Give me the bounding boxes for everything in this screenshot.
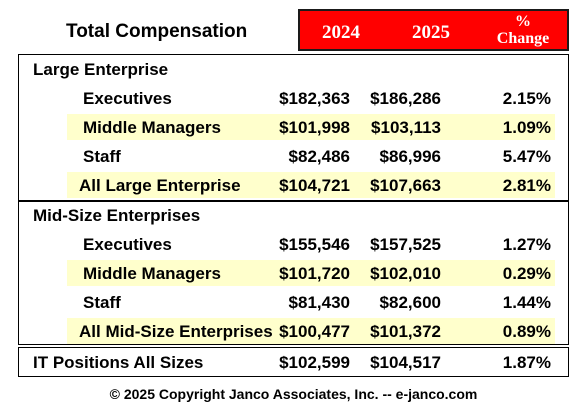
section-total: IT Positions All Sizes $102,599 $104,517… [18,347,569,377]
value-2024: $82,486 [288,147,350,166]
value-2025: $101,372 [370,322,441,341]
value-change: 1.27% [502,235,551,254]
row-label: Staff [83,293,121,312]
value-change: 2.81% [502,176,551,195]
value-2025: $186,286 [370,89,441,108]
value-change: 5.47% [502,147,551,166]
row-label: Middle Managers [83,264,221,283]
value-2025: $102,010 [370,264,441,283]
value-2025: $103,113 [371,118,441,137]
value-2025: $107,663 [370,176,441,195]
row-label: All Mid-Size Enterprises [79,322,273,341]
section-mid-size-enterprises: Mid-Size Enterprises Executives $155,546… [18,201,569,345]
section-title: Large Enterprise [33,60,169,79]
table-row: Executives $155,546 $157,525 1.27% [67,231,555,257]
row-label: Executives [83,89,172,108]
section-title: Mid-Size Enterprises [33,206,201,225]
column-header-change: % Change [496,13,550,47]
value-2024: $182,363 [279,89,350,108]
table-row: Staff $81,430 $82,600 1.44% [67,289,555,315]
copyright-footer: © 2025 Copyright Janco Associates, Inc. … [109,386,478,402]
column-header-box: 2024 2025 % Change [298,9,569,51]
value-2024: $81,430 [288,293,350,312]
table-row-total: IT Positions All Sizes $102,599 $104,517… [19,349,568,375]
value-change: 1.09% [502,118,551,137]
row-label: Executives [83,235,172,254]
value-change: 1.44% [502,293,551,312]
row-label: Staff [83,147,121,166]
table-row: Middle Managers $101,998 $103,113 1.09% [67,114,555,140]
row-label: All Large Enterprise [79,176,241,195]
value-2024: $104,721 [279,176,350,195]
value-2024: $101,998 [279,118,350,137]
value-2025: $86,996 [379,147,441,166]
row-label: IT Positions All Sizes [33,353,204,372]
table-row: Middle Managers $101,720 $102,010 0.29% [67,260,555,286]
value-2024: $100,477 [279,322,350,341]
table-row-subtotal: All Mid-Size Enterprises $100,477 $101,3… [67,318,555,344]
row-label: Middle Managers [83,118,221,137]
column-header-2024: 2024 [322,22,360,43]
value-change: 0.29% [502,264,551,283]
value-change: 2.15% [502,89,551,108]
value-2025: $82,600 [379,293,441,312]
value-2024: $155,546 [279,235,350,254]
value-2024: $101,720 [279,264,350,283]
value-2025: $104,517 [370,353,441,372]
table-row-subtotal: All Large Enterprise $104,721 $107,663 2… [67,172,555,198]
column-header-2025: 2025 [412,22,450,43]
value-change: 0.89% [502,322,551,341]
table-row: Staff $82,486 $86,996 5.47% [67,143,555,169]
table-row: Executives $182,363 $186,286 2.15% [67,85,555,111]
value-change: 1.87% [502,353,551,372]
section-large-enterprise: Large Enterprise Executives $182,363 $18… [18,54,569,201]
value-2024: $102,599 [279,353,350,372]
value-2025: $157,525 [370,235,441,254]
table-title: Total Compensation [66,21,248,42]
